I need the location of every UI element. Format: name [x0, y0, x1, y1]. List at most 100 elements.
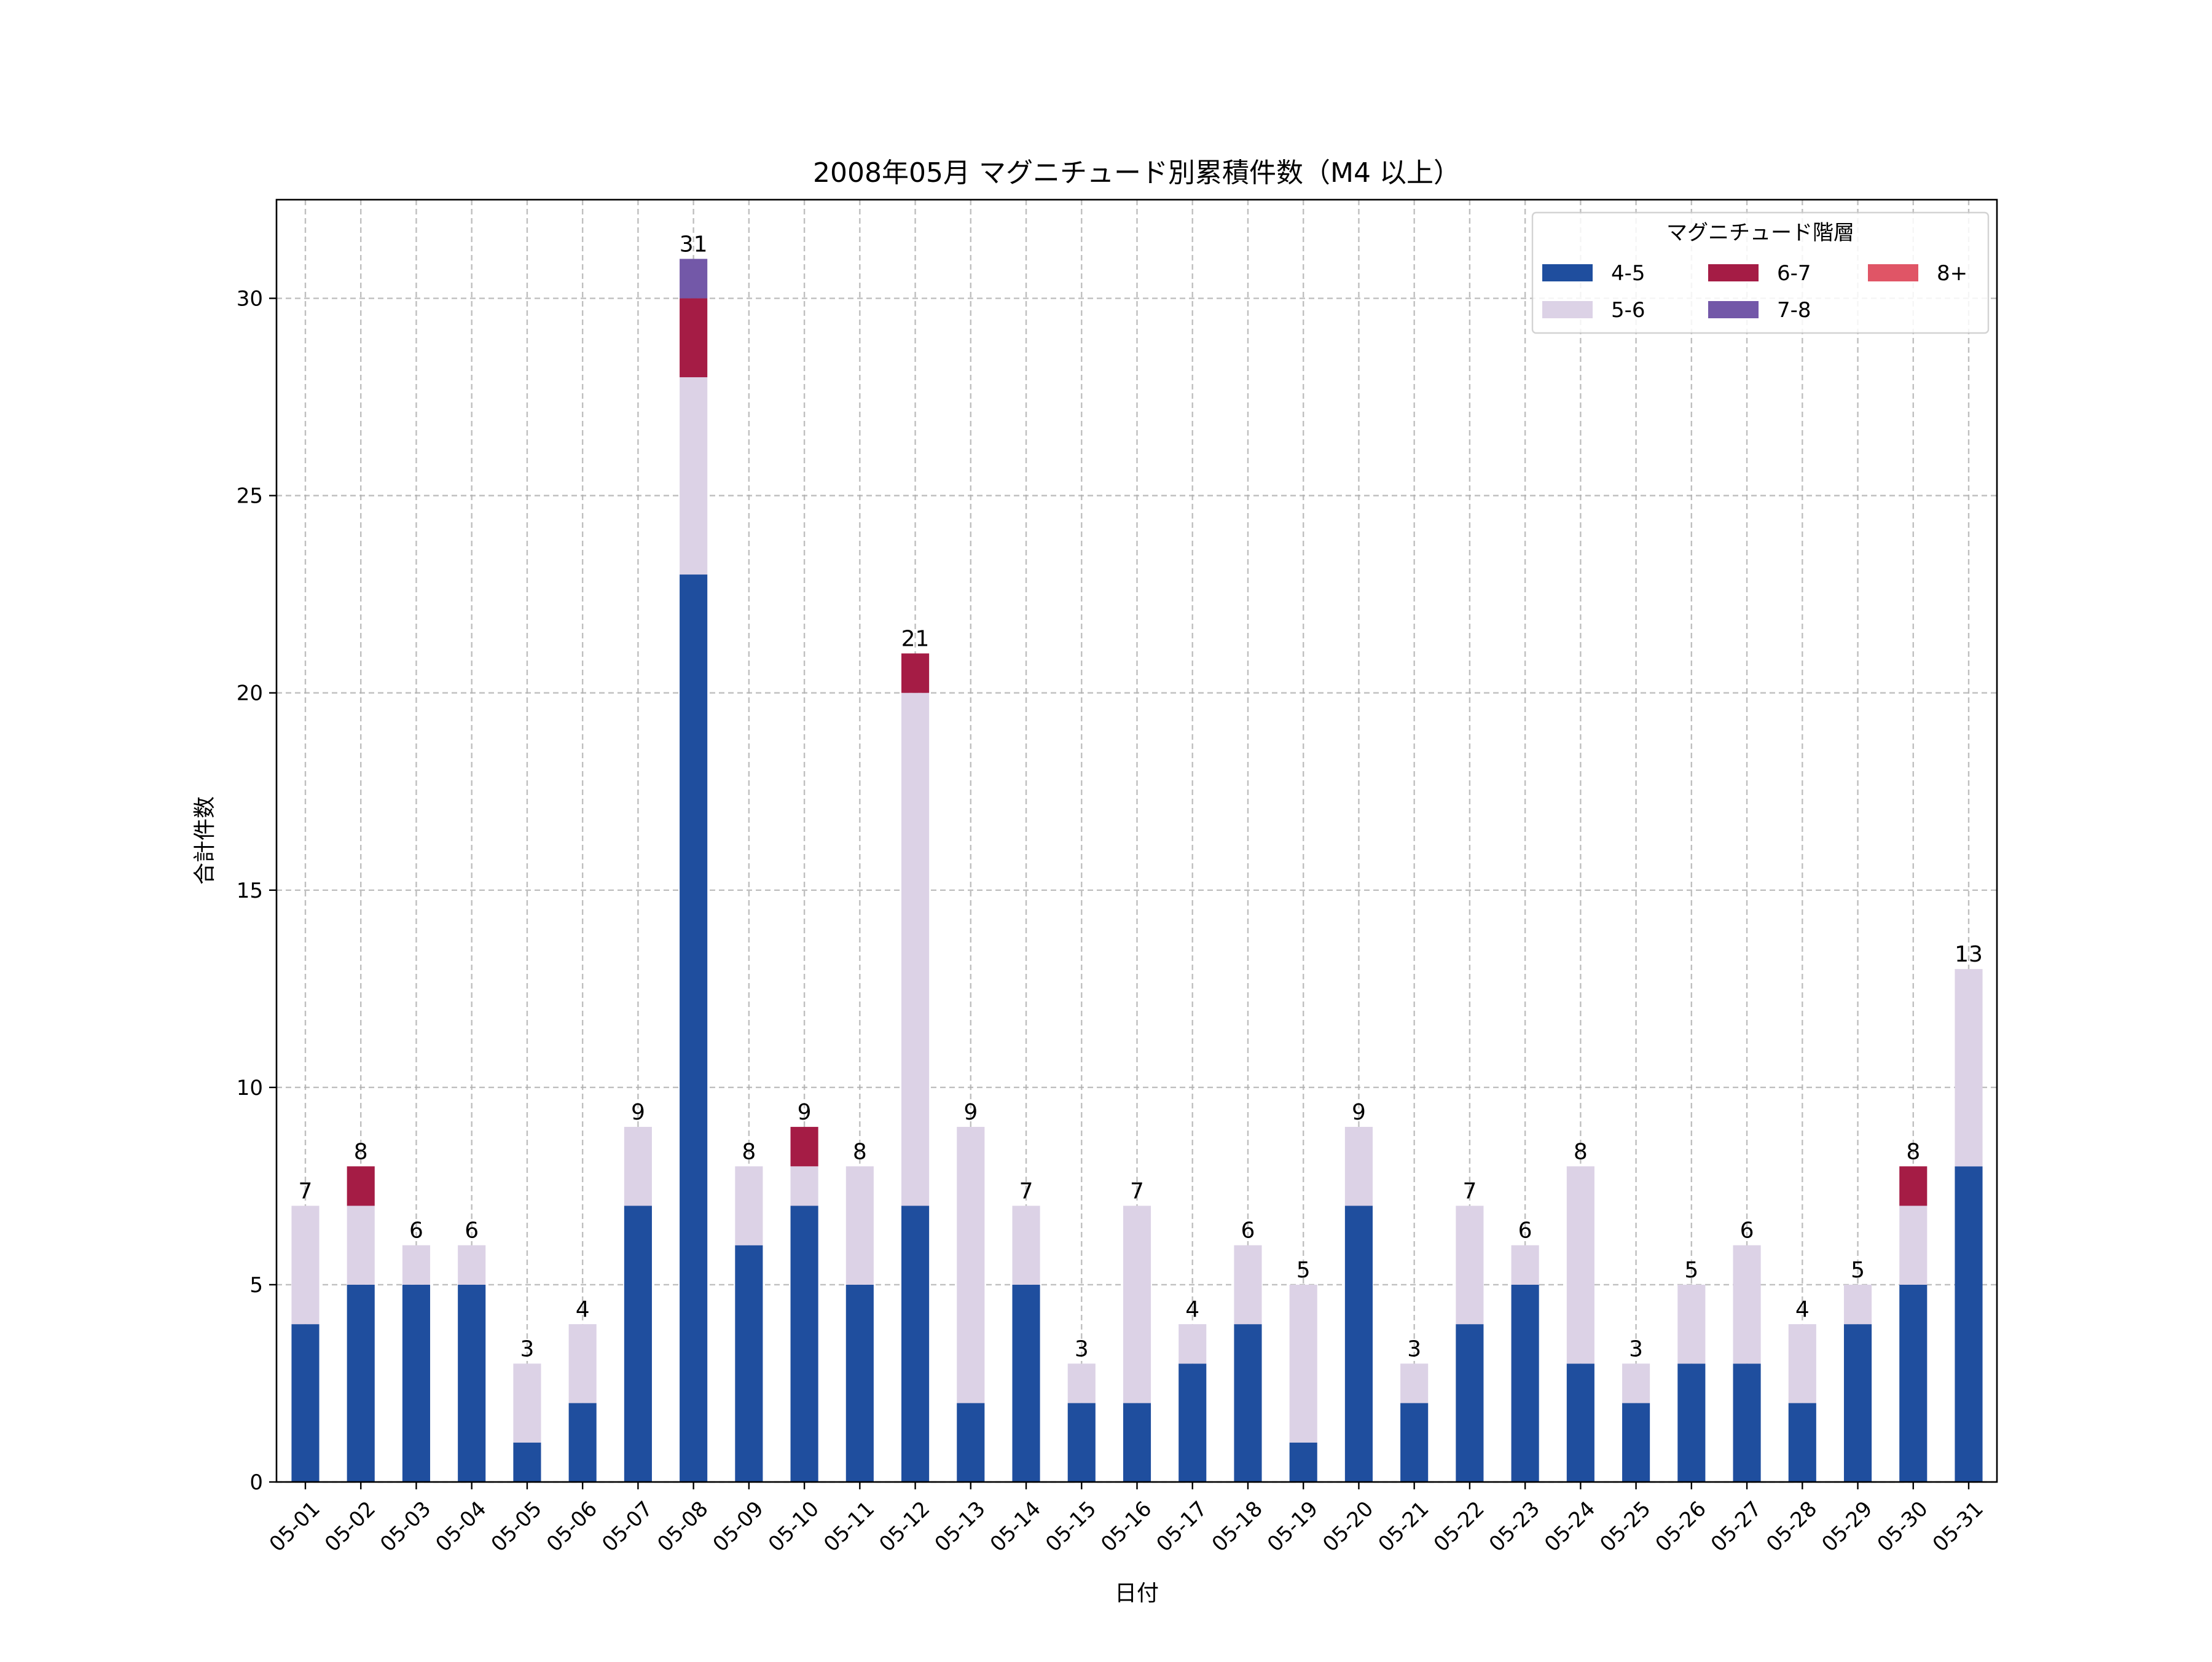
bars-layer — [291, 259, 1983, 1482]
bar-segment — [1456, 1205, 1484, 1325]
y-tick-label: 30 — [237, 287, 263, 312]
bar-segment — [1012, 1205, 1040, 1285]
bar-segment — [1566, 1166, 1594, 1364]
bar-segment — [1955, 1166, 1983, 1482]
x-tick-label: 05-25 — [1595, 1497, 1655, 1557]
legend-swatch — [1542, 264, 1593, 281]
legend-label: 7-8 — [1777, 298, 1811, 323]
bar-segment — [458, 1284, 486, 1482]
bar-total-label: 7 — [1019, 1178, 1033, 1204]
bar-total-label: 6 — [1740, 1218, 1754, 1244]
bar-segment — [513, 1363, 541, 1443]
x-tick-label: 05-13 — [930, 1497, 990, 1557]
y-tick-label: 5 — [249, 1273, 263, 1298]
y-tick-label: 0 — [249, 1470, 263, 1495]
bar-segment — [347, 1205, 375, 1285]
x-tick-label: 05-11 — [819, 1497, 879, 1557]
bar-segment — [624, 1127, 652, 1206]
bar-segment — [1344, 1205, 1373, 1482]
bar-segment — [1788, 1324, 1816, 1403]
bar-segment — [1012, 1284, 1040, 1482]
x-tick-label: 05-19 — [1263, 1497, 1323, 1557]
bar-segment — [1456, 1324, 1484, 1482]
bar-total-label: 4 — [576, 1297, 590, 1322]
bar-segment — [1622, 1403, 1650, 1482]
bar-segment — [1622, 1363, 1650, 1403]
x-tick-label: 05-02 — [320, 1497, 380, 1557]
x-tick-label: 05-29 — [1817, 1497, 1877, 1557]
bar-segment — [790, 1205, 818, 1482]
legend-swatch — [1708, 301, 1759, 318]
chart-title: 2008年05月 マグニチュード別累積件数（M4 以上） — [813, 157, 1461, 189]
x-tick-label: 05-16 — [1096, 1497, 1156, 1557]
bar-total-label: 7 — [1130, 1178, 1144, 1204]
bar-segment — [680, 377, 708, 575]
y-tick-label: 25 — [237, 484, 263, 509]
bar-segment — [1733, 1363, 1761, 1482]
bar-segment — [1289, 1284, 1317, 1443]
bar-total-label: 4 — [1185, 1297, 1199, 1322]
bar-segment — [680, 574, 708, 1482]
bar-segment — [735, 1166, 763, 1245]
bar-total-label: 7 — [1462, 1178, 1477, 1204]
bar-total-label: 3 — [1407, 1336, 1421, 1362]
bar-total-label: 9 — [631, 1100, 645, 1125]
legend-swatch — [1868, 264, 1918, 281]
bar-total-label: 8 — [354, 1139, 368, 1164]
bar-segment — [1511, 1284, 1539, 1482]
bar-total-label: 9 — [798, 1100, 812, 1125]
bar-segment — [1179, 1324, 1207, 1364]
legend-label: 4-5 — [1611, 261, 1645, 286]
bar-segment — [347, 1284, 375, 1482]
x-tick-label: 05-14 — [986, 1497, 1046, 1557]
bar-segment — [458, 1245, 486, 1285]
bar-segment — [291, 1205, 320, 1325]
bar-segment — [845, 1166, 874, 1285]
bar-segment — [402, 1245, 431, 1285]
bar-segment — [680, 298, 708, 377]
bar-segment — [1400, 1363, 1429, 1403]
bar-segment — [1843, 1284, 1872, 1325]
legend-frame — [1531, 211, 1990, 334]
x-tick-label: 05-28 — [1762, 1497, 1822, 1557]
bar-segment — [1511, 1245, 1539, 1285]
legend-label: 8+ — [1937, 261, 1967, 286]
bar-total-label: 21 — [901, 626, 930, 651]
legend-swatch — [1542, 301, 1593, 318]
bar-segment — [1344, 1127, 1373, 1206]
bar-total-label: 3 — [1075, 1336, 1089, 1362]
x-tick-label: 05-04 — [431, 1497, 491, 1557]
x-tick-label: 05-31 — [1928, 1497, 1988, 1557]
bar-segment — [845, 1284, 874, 1482]
bar-total-label: 6 — [465, 1218, 479, 1244]
x-tick-label: 05-17 — [1151, 1497, 1212, 1557]
bar-segment — [790, 1127, 818, 1167]
x-tick-label: 05-21 — [1373, 1497, 1433, 1557]
bar-segment — [901, 653, 930, 693]
legend-swatch — [1708, 264, 1759, 281]
bar-total-label: 9 — [963, 1100, 978, 1125]
bar-total-label: 7 — [299, 1178, 313, 1204]
bar-segment — [568, 1403, 597, 1482]
ticks-layer: 05101520253005-0105-0205-0305-0405-0505-… — [237, 287, 1988, 1557]
bar-total-label: 3 — [520, 1336, 534, 1362]
bar-total-label: 6 — [1241, 1218, 1255, 1244]
bar-segment — [790, 1166, 818, 1206]
bar-total-label: 3 — [1629, 1336, 1643, 1362]
bar-segment — [1677, 1363, 1706, 1482]
bar-segment — [1067, 1363, 1096, 1403]
y-axis-title: 合計件数 — [192, 796, 218, 885]
bar-total-label: 4 — [1795, 1297, 1810, 1322]
x-tick-label: 05-30 — [1873, 1497, 1933, 1557]
x-tick-label: 05-22 — [1429, 1497, 1489, 1557]
x-tick-label: 05-05 — [487, 1497, 547, 1557]
bar-segment — [901, 1205, 930, 1482]
bar-segment — [291, 1324, 320, 1482]
bar-segment — [901, 692, 930, 1206]
bar-segment — [1677, 1284, 1706, 1364]
bar-segment — [680, 259, 708, 299]
bar-segment — [1733, 1245, 1761, 1364]
y-tick-label: 20 — [237, 681, 263, 706]
